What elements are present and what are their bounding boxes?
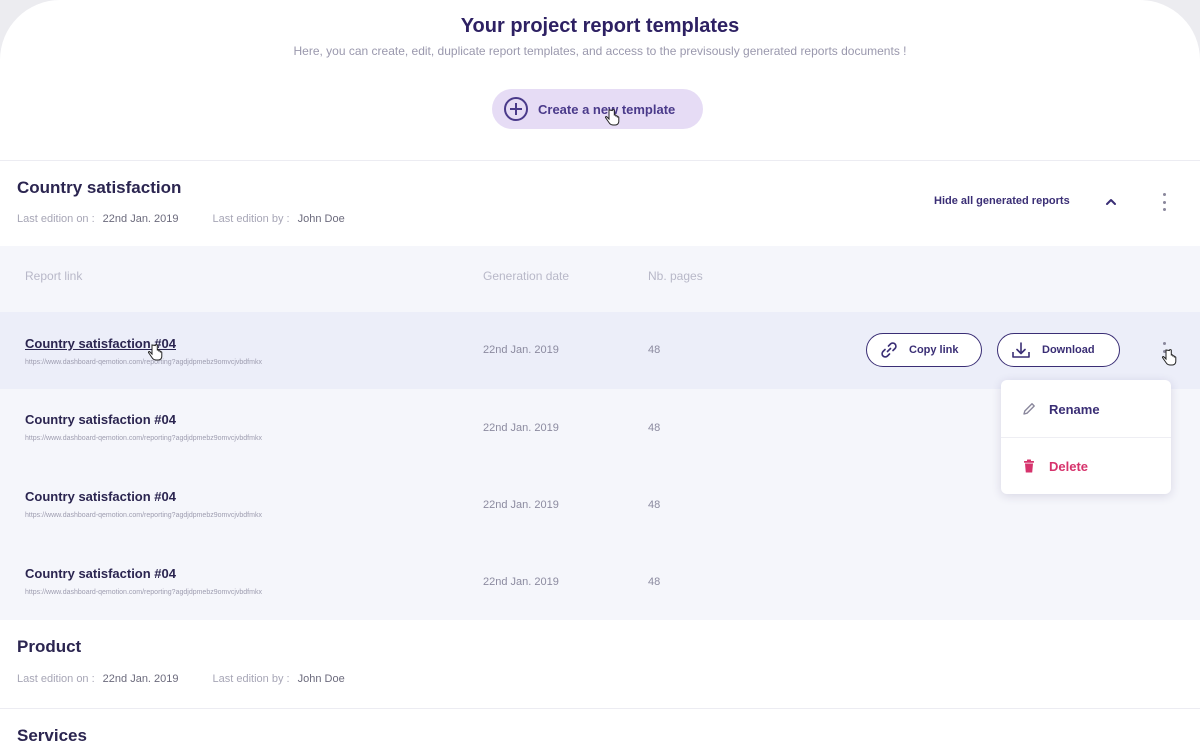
- hand-cursor-icon: [605, 109, 620, 126]
- table-row[interactable]: Country satisfaction #04 https://www.das…: [0, 312, 1200, 389]
- page-title: Your project report templates: [460, 15, 740, 37]
- page-subtitle: Here, you can create, edit, duplicate re…: [293, 44, 907, 58]
- column-header-report-link: Report link: [25, 269, 83, 283]
- report-pages: 48: [648, 422, 661, 434]
- last-edition-label: Last edition on :: [17, 213, 95, 225]
- reports-table: [0, 246, 1200, 620]
- page-header: Your project report templates Here, you …: [0, 0, 1200, 160]
- last-edited-by-label: Last edition by :: [212, 213, 290, 225]
- report-url: https://www.dashboard-qemotion.com/repor…: [25, 589, 262, 596]
- report-url: https://www.dashboard-qemotion.com/repor…: [25, 435, 262, 442]
- last-edition-date: 22nd Jan. 2019: [102, 213, 179, 225]
- download-label: Download: [1042, 344, 1095, 356]
- plus-circle-icon: [504, 97, 528, 121]
- report-date: 22nd Jan. 2019: [483, 499, 559, 511]
- last-edited-by: John Doe: [297, 213, 345, 225]
- table-row[interactable]: Country satisfaction #04 https://www.das…: [0, 389, 1200, 466]
- delete-label: Delete: [1049, 458, 1089, 474]
- report-url: https://www.dashboard-qemotion.com/repor…: [25, 512, 262, 519]
- report-date: 22nd Jan. 2019: [483, 576, 559, 588]
- create-template-button[interactable]: Create a new template: [492, 89, 703, 129]
- chevron-up-icon[interactable]: [1104, 196, 1118, 208]
- table-row[interactable]: Country satisfaction #04 https://www.das…: [0, 466, 1200, 543]
- report-link[interactable]: Country satisfaction #04: [25, 489, 176, 504]
- column-header-nb-pages: Nb. pages: [648, 269, 703, 283]
- section-more-icon[interactable]: [1159, 193, 1169, 211]
- divider: [0, 708, 1200, 709]
- menu-divider: [1001, 437, 1171, 438]
- report-pages: 48: [648, 344, 661, 356]
- create-template-label: Create a new template: [538, 101, 676, 117]
- copy-link-button[interactable]: Copy link: [866, 333, 982, 367]
- report-link[interactable]: Country satisfaction #04: [25, 412, 176, 427]
- last-edition-date: 22nd Jan. 2019: [102, 673, 179, 685]
- last-edited-by: John Doe: [297, 673, 345, 685]
- last-edition-label: Last edition on :: [17, 673, 95, 685]
- report-pages: 48: [648, 576, 661, 588]
- download-icon: [1012, 342, 1030, 358]
- hand-cursor-icon: [1162, 349, 1177, 366]
- report-url: https://www.dashboard-qemotion.com/repor…: [25, 359, 262, 366]
- report-date: 22nd Jan. 2019: [483, 422, 559, 434]
- divider: [0, 160, 1200, 161]
- copy-link-label: Copy link: [909, 344, 959, 356]
- report-pages: 48: [648, 499, 661, 511]
- rename-label: Rename: [1049, 401, 1100, 417]
- pencil-icon: [1023, 403, 1035, 415]
- rename-menu-item[interactable]: Rename: [1001, 381, 1171, 437]
- last-edited-by-label: Last edition by :: [212, 673, 290, 685]
- link-icon: [881, 342, 897, 358]
- section-title: Services: [17, 726, 87, 745]
- report-link[interactable]: Country satisfaction #04: [25, 566, 176, 581]
- download-button[interactable]: Download: [997, 333, 1120, 367]
- report-date: 22nd Jan. 2019: [483, 344, 559, 356]
- section-title: Country satisfaction: [17, 178, 182, 197]
- column-header-generation-date: Generation date: [483, 269, 570, 283]
- delete-menu-item[interactable]: Delete: [1001, 438, 1171, 494]
- trash-icon: [1024, 459, 1034, 473]
- hide-reports-link[interactable]: Hide all generated reports: [934, 195, 1070, 207]
- report-link[interactable]: Country satisfaction #04: [25, 336, 176, 351]
- hand-cursor-icon: [148, 344, 163, 361]
- section-title: Product: [17, 637, 82, 656]
- section-meta: Last edition on : 22nd Jan. 2019 Last ed…: [17, 213, 345, 225]
- row-context-menu: Rename Delete: [1001, 380, 1171, 494]
- table-row[interactable]: Country satisfaction #04 https://www.das…: [0, 543, 1200, 620]
- section-meta: Last edition on : 22nd Jan. 2019 Last ed…: [17, 673, 345, 685]
